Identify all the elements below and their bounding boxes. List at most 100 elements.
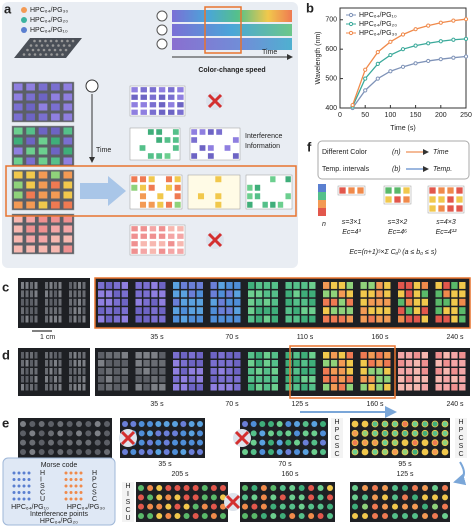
- dot: [441, 439, 449, 447]
- pixel: [69, 376, 72, 383]
- dot: [183, 494, 190, 501]
- dot: [294, 430, 300, 437]
- pixel: [149, 94, 157, 100]
- dot: [104, 439, 110, 446]
- dot: [180, 421, 187, 427]
- pixel: [255, 315, 263, 323]
- dot: [104, 421, 110, 427]
- pixel: [51, 171, 60, 179]
- pixel: [196, 352, 203, 359]
- pixel: [135, 368, 142, 375]
- dot: [285, 439, 292, 446]
- pixel: [58, 307, 62, 315]
- pixel: [309, 282, 316, 289]
- pixel: [173, 360, 180, 367]
- pixel: [385, 187, 392, 194]
- pixel: [13, 245, 23, 253]
- pixel: [218, 298, 225, 306]
- dot: [259, 430, 266, 437]
- pixel: [173, 352, 180, 359]
- pixel: [215, 176, 222, 183]
- dot: [421, 439, 429, 447]
- dot: [391, 439, 399, 447]
- dot: [411, 448, 419, 456]
- pixel: [309, 368, 316, 375]
- case-ec: Ec=4⁶: [388, 229, 407, 236]
- dot: [308, 494, 315, 501]
- pixel: [25, 384, 29, 391]
- pixel: [271, 384, 278, 391]
- dot: [94, 421, 101, 427]
- pixel: [323, 307, 330, 315]
- pixel: [451, 368, 458, 375]
- dot: [371, 448, 379, 456]
- f-text: (b): [392, 166, 401, 173]
- pixel: [210, 384, 217, 391]
- pixel: [13, 201, 23, 209]
- pixel: [435, 290, 442, 298]
- n-label: n: [322, 221, 326, 228]
- pixel: [459, 307, 466, 315]
- time-label: 160 s: [371, 334, 389, 341]
- dot: [183, 485, 190, 491]
- pixel: [26, 181, 35, 189]
- dot: [320, 430, 326, 437]
- pixel: [435, 384, 442, 391]
- pixel: [177, 233, 184, 239]
- dot: [201, 513, 208, 519]
- pixel: [69, 307, 72, 315]
- pixel: [78, 384, 81, 391]
- pixel: [271, 298, 278, 306]
- pixel: [301, 384, 308, 391]
- legend-marker: [348, 21, 354, 27]
- ink-label: HPC₆₄/PG₃₀: [67, 504, 105, 511]
- pixel: [25, 307, 29, 315]
- pixel: [218, 384, 225, 391]
- pixel: [368, 352, 375, 359]
- pixel: [421, 368, 428, 375]
- pixel: [105, 384, 113, 391]
- pixel: [21, 315, 24, 323]
- pixel: [54, 282, 57, 289]
- dot: [270, 513, 277, 519]
- pixel: [98, 352, 105, 359]
- morse-dot: [69, 478, 73, 481]
- point: [363, 67, 368, 72]
- pixel: [210, 368, 217, 375]
- dot: [76, 430, 82, 437]
- dot: [270, 485, 277, 491]
- pixel: [135, 315, 142, 323]
- pixel: [82, 282, 86, 289]
- pixel: [309, 290, 316, 298]
- pixel: [168, 94, 175, 100]
- x-mark: [120, 430, 136, 446]
- pixel: [121, 376, 128, 383]
- dot: [317, 485, 324, 491]
- pixel: [451, 315, 458, 323]
- pixel: [398, 290, 405, 298]
- pixel: [451, 298, 458, 306]
- pixel: [421, 384, 428, 391]
- well: [57, 44, 60, 47]
- dot: [259, 449, 266, 455]
- pixel: [54, 307, 57, 315]
- dot: [421, 420, 429, 428]
- f-text: Time: [433, 149, 449, 156]
- pixel: [443, 307, 450, 315]
- time-label: 160 s: [281, 471, 299, 478]
- dot: [155, 439, 162, 446]
- pixel: [285, 298, 292, 306]
- pixel: [140, 102, 147, 108]
- dot: [402, 485, 408, 491]
- dot: [411, 439, 419, 447]
- dot: [163, 449, 170, 455]
- pixel: [376, 298, 383, 306]
- pixel: [188, 368, 196, 375]
- pixel: [368, 315, 375, 323]
- pixel: [188, 376, 196, 383]
- pixel: [338, 376, 346, 383]
- pixel: [73, 307, 77, 315]
- series-line: [352, 38, 467, 107]
- pixel: [51, 245, 60, 253]
- dot: [260, 503, 267, 510]
